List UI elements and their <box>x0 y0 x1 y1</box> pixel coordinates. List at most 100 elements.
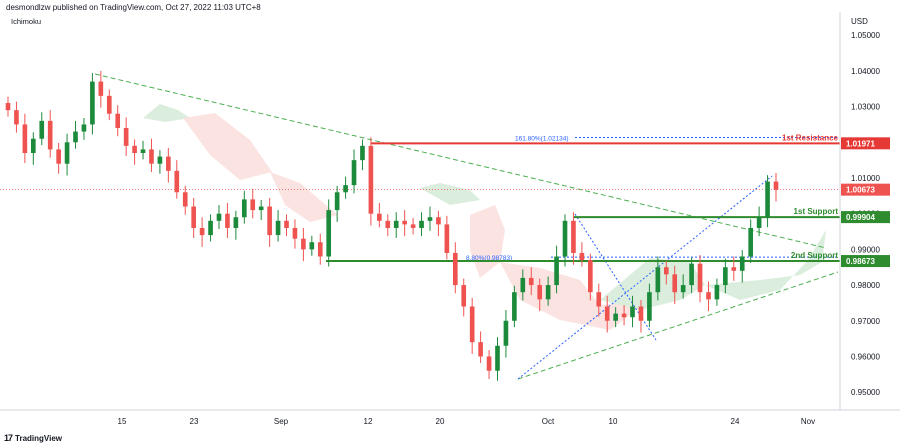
y-tick-label: 1.04000 <box>851 67 880 76</box>
level-price-text: 0.98673 <box>846 257 875 266</box>
candle-body <box>5 103 11 111</box>
candle-body <box>773 181 779 190</box>
level-label: 2nd Support <box>791 251 838 260</box>
candle-body <box>149 149 154 164</box>
cloud-area <box>183 113 272 180</box>
candle-body <box>115 113 121 129</box>
candle-body <box>588 260 593 293</box>
candle-body <box>672 274 678 293</box>
candle-body <box>385 220 391 228</box>
price-axis: 1.050001.040001.030001.020001.010001.000… <box>839 12 890 410</box>
ichimoku-cloud <box>143 104 826 330</box>
candle-body <box>140 149 146 153</box>
candle-body <box>444 224 450 253</box>
candle-body <box>81 124 87 132</box>
candle-body <box>478 342 483 357</box>
current-price-tag <box>841 183 890 196</box>
x-tick-label: 12 <box>364 417 373 426</box>
y-tick-label: 0.98000 <box>851 281 880 290</box>
candle-body <box>56 149 61 164</box>
candle-body <box>30 138 36 153</box>
x-tick-label: 15 <box>118 417 127 426</box>
uptrend-line <box>517 271 839 380</box>
level-label: 1st Resistance <box>782 133 839 142</box>
candle-body <box>267 206 272 236</box>
candle-body <box>748 227 754 257</box>
tradingview-logo[interactable]: 17 TradingView <box>4 433 62 443</box>
candle-body <box>638 306 644 321</box>
candle-body <box>554 256 559 286</box>
publish-info: desmondlzw published on TradingView.com,… <box>6 3 261 12</box>
candle-body <box>461 285 467 307</box>
candle-body <box>157 156 163 164</box>
candle-body <box>368 145 374 214</box>
y-tick-label: 1.01000 <box>851 174 880 183</box>
candle-body <box>275 220 281 236</box>
candle-body <box>596 292 602 307</box>
candle-body <box>22 124 28 153</box>
candle-body <box>427 217 433 221</box>
cloud-area <box>705 230 826 300</box>
candle-body <box>132 145 137 153</box>
y-tick-label: 0.99000 <box>851 245 880 254</box>
cloud-area <box>600 258 705 310</box>
x-tick-label: 20 <box>436 417 445 426</box>
candle-body <box>469 306 475 343</box>
candle-body <box>317 242 323 257</box>
x-tick-label: Nov <box>801 417 815 426</box>
candle-body <box>495 345 500 371</box>
candle-body <box>765 181 770 218</box>
cloud-area <box>470 205 505 278</box>
fib-level-label: 161.80%(1.02134) <box>515 136 569 143</box>
candle-body <box>250 199 256 211</box>
candle-body <box>655 267 661 293</box>
y-tick-label: 0.96000 <box>851 352 880 361</box>
candle-body <box>351 160 357 186</box>
y-tick-label: 1.05000 <box>851 31 880 40</box>
candle-body <box>174 170 180 193</box>
x-tick-label: 23 <box>190 417 199 426</box>
current-price-text: 1.00673 <box>846 186 875 195</box>
level-price-text: 1.01971 <box>846 139 875 148</box>
level-price-text: 0.99904 <box>846 213 875 222</box>
candle-body <box>258 206 264 211</box>
level-price-tag <box>841 255 890 268</box>
candle-body <box>604 306 610 321</box>
candle-body <box>166 156 171 171</box>
downtrend-line <box>94 73 827 249</box>
cloud-area <box>143 104 190 122</box>
candle-body <box>233 217 239 228</box>
candle-body <box>706 292 711 300</box>
cloud-area <box>270 172 338 222</box>
fib-level-label: 8.80%(0.98783) <box>466 255 512 262</box>
indicator-label[interactable]: Ichimoku <box>11 17 42 26</box>
candle-body <box>739 256 745 271</box>
currency-label: USD <box>851 17 868 26</box>
candle-body <box>90 81 95 125</box>
support-resistance-levels: 161.80%(1.02134) 8.80%(0.98783) 1st Resist… <box>0 133 840 262</box>
time-axis: 15 23 Sep 12 20 Oct 10 24 Nov <box>0 409 900 426</box>
candle-body <box>402 220 407 225</box>
candle-body <box>723 267 728 286</box>
candle-body <box>562 220 568 257</box>
candle-body <box>621 313 627 318</box>
y-tick-label: 0.97000 <box>851 317 880 326</box>
candle-body <box>292 227 298 239</box>
cloud-area <box>500 262 650 330</box>
candle-body <box>216 213 222 221</box>
candle-body <box>326 210 332 257</box>
candle-body <box>284 220 289 228</box>
candle-body <box>714 285 720 300</box>
candle-body <box>73 131 78 143</box>
candle-body <box>419 220 424 228</box>
candle-body <box>208 220 213 236</box>
x-tick-label: 24 <box>731 417 740 426</box>
candle-body <box>191 206 196 228</box>
candle-body <box>106 95 112 114</box>
candle-body <box>199 227 205 236</box>
x-tick-label: Oct <box>542 417 555 426</box>
candle-body <box>647 292 652 321</box>
candle-body <box>680 285 686 293</box>
candle-body <box>689 263 694 286</box>
